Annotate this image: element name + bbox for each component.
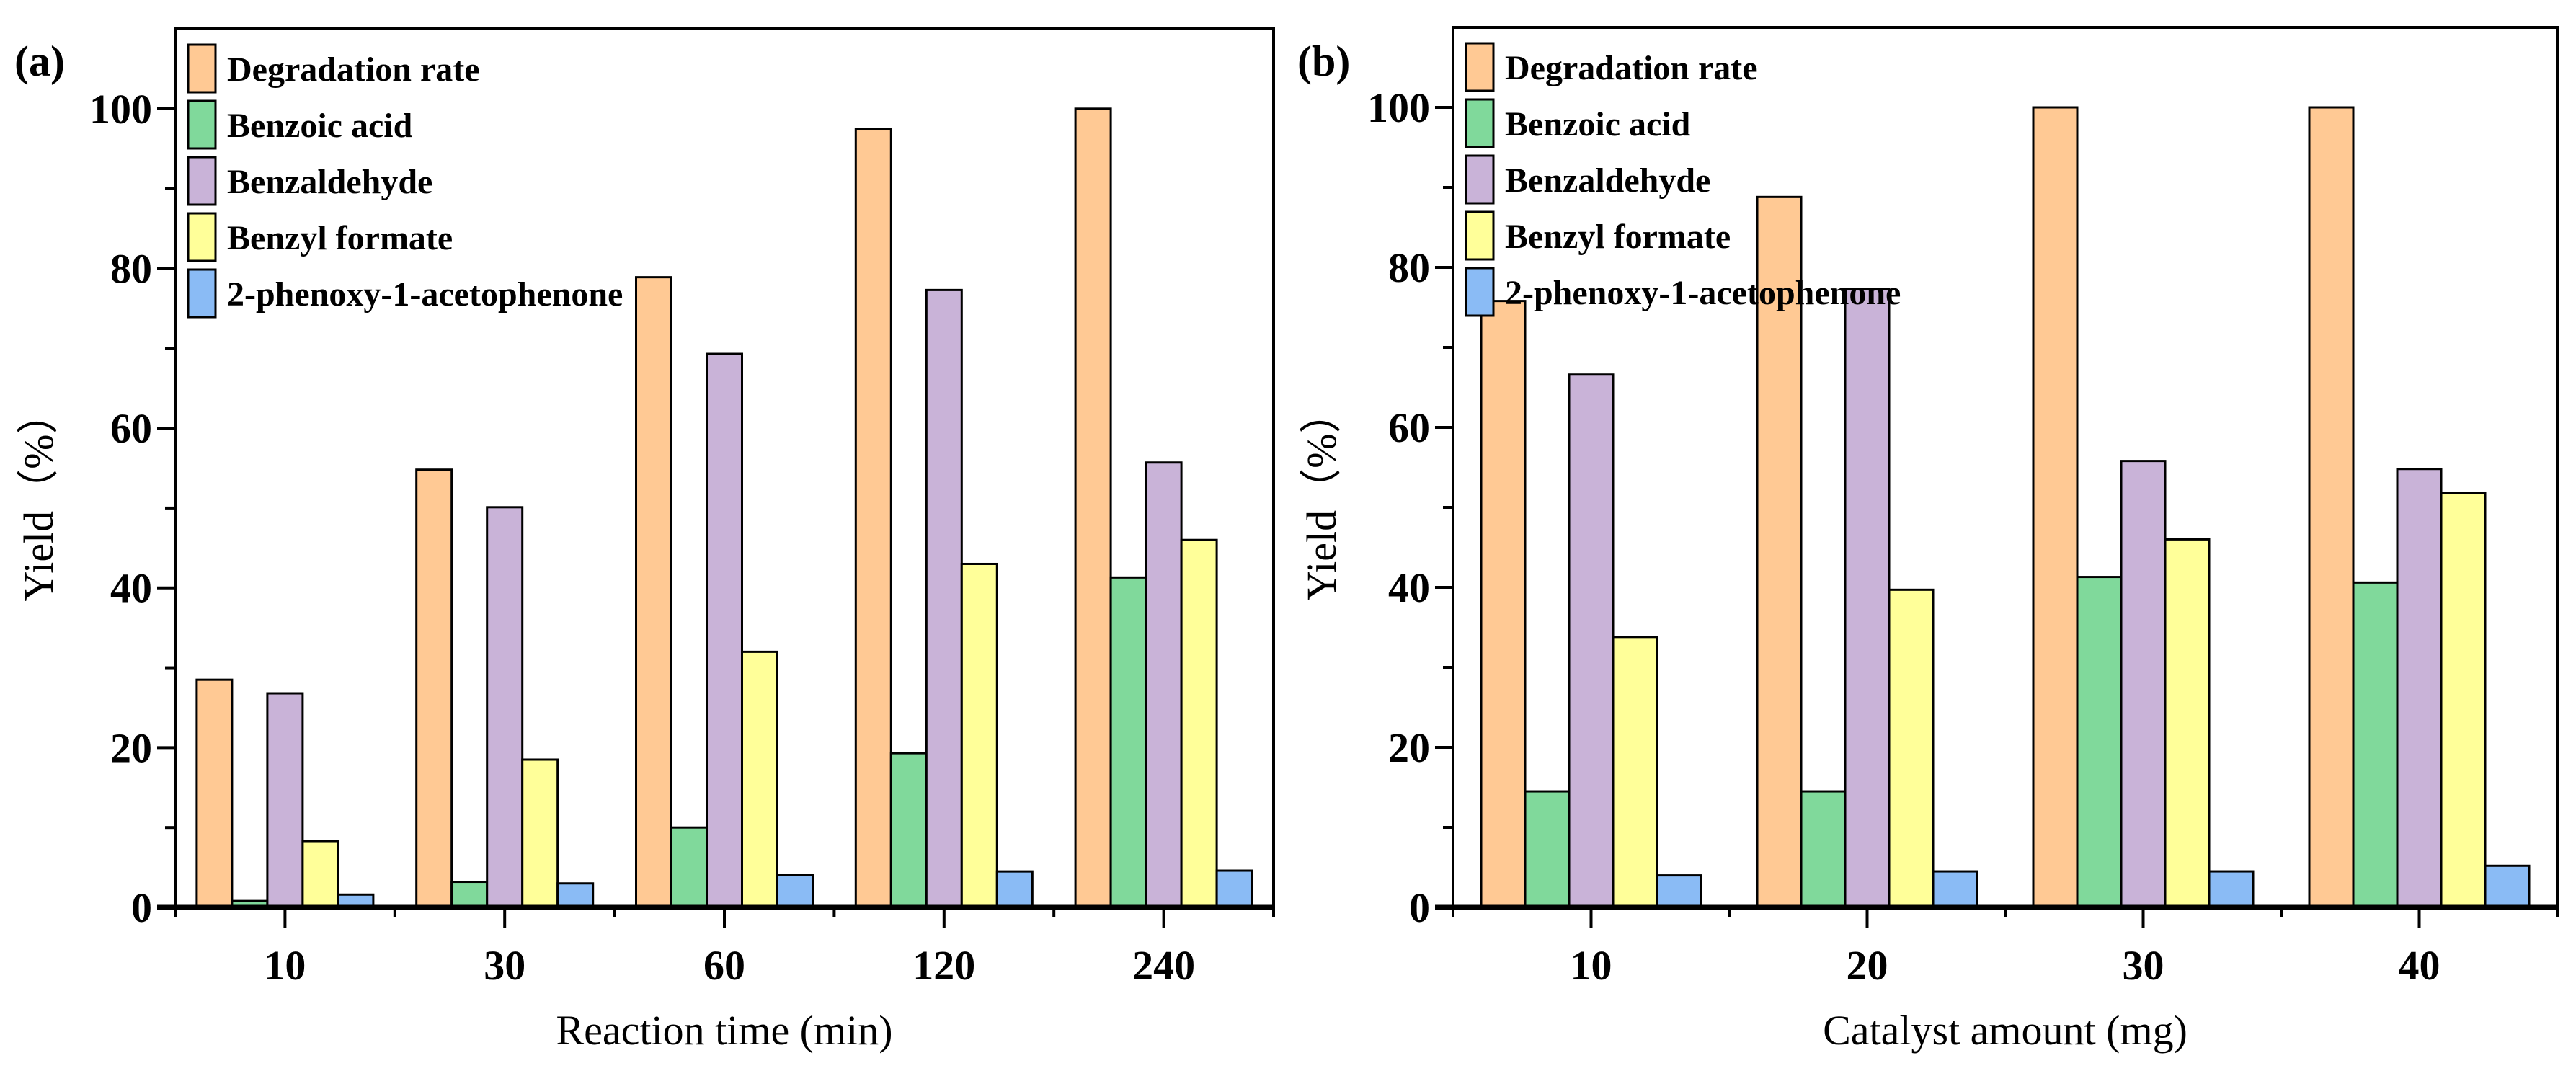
legend-swatch [187,268,217,319]
legend-swatch [187,156,217,206]
bar-benzyl-formate-30 [521,758,559,909]
bar-degradation-rate-40 [2308,106,2355,909]
y-tick-label: 20 [1388,724,1430,771]
chart-panel-a: 0 20 40 60 80 100 10 30 60 120 240 Reaction time (m… [14,27,1275,1054]
bar-benzaldehyde-10 [1568,373,1615,909]
bar-benzyl-formate-60 [741,650,778,909]
bar-benzaldehyde-20 [1844,288,1891,909]
x-tick-label: 30 [484,942,525,989]
legend-label: Benzyl formate [227,219,453,257]
bar-2-phenoxy-1-acetophenone-30 [2208,870,2255,909]
bar-benzaldehyde-120 [925,288,963,909]
x-tick-label: 10 [1571,942,1612,989]
bar-2-phenoxy-1-acetophenone-40 [2484,864,2531,909]
legend-label: Degradation rate [1505,49,1758,87]
bar-2-phenoxy-1-acetophenone-30 [556,882,595,909]
legend-label: 2-phenoxy-1-acetophenone [1505,274,1901,312]
legend-label: 2-phenoxy-1-acetophenone [227,275,623,314]
bar-benzyl-formate-10 [301,840,339,909]
legend: Degradation rate Benzoic acid Benzaldehyde… [1465,42,1901,317]
x-tick-label: 120 [912,942,975,989]
y-axis-label: Yield（%） [1298,392,1345,601]
bar-2-phenoxy-1-acetophenone-240 [1215,869,1253,909]
bar-degradation-rate-240 [1074,107,1112,909]
bar-degradation-rate-30 [415,468,453,909]
legend-swatch [1465,210,1495,261]
bar-2-phenoxy-1-acetophenone-20 [1932,870,1978,909]
panel-label: (a) [14,37,65,85]
y-tick-label: 60 [1388,404,1430,451]
legend-label: Benzyl formate [1505,218,1731,256]
y-tick-label: 0 [131,884,152,931]
bar-benzaldehyde-240 [1145,461,1183,909]
x-tick-label: 30 [2123,942,2164,989]
legend-swatch [187,43,217,94]
bar-degradation-rate-20 [1756,195,1803,909]
bar-benzaldehyde-40 [2396,468,2443,909]
y-tick-label: 40 [1388,564,1430,611]
bar-benzyl-formate-10 [1612,636,1658,909]
x-tick-label: 60 [703,942,745,989]
bar-degradation-rate-10 [1480,300,1527,909]
bar-degradation-rate-120 [854,128,892,909]
bar-benzaldehyde-10 [266,692,304,909]
bar-benzaldehyde-30 [486,506,524,909]
legend-swatch [187,99,217,150]
legend-label: Degradation rate [227,50,480,89]
legend-label: Benzaldehyde [1505,161,1710,200]
bar-benzyl-formate-240 [1180,538,1218,909]
chart-panel-b: 0 20 40 60 80 100 10 20 30 40 Catalyst amount (mg)… [1297,26,2559,1054]
panel-label: (b) [1297,37,1350,85]
bar-2-phenoxy-1-acetophenone-60 [776,874,814,909]
bar-benzyl-formate-40 [2440,492,2487,909]
y-tick-label: 40 [110,565,152,612]
y-tick-label: 100 [89,86,152,133]
bar-degradation-rate-30 [2032,106,2079,909]
bar-degradation-rate-60 [635,276,672,909]
legend-swatch [1465,154,1495,205]
bar-benzyl-formate-30 [2164,538,2211,909]
bar-benzoic-acid-30 [450,881,489,909]
bar-benzoic-acid-40 [2352,581,2399,909]
y-tick-label: 80 [1388,244,1430,291]
legend: Degradation rate Benzoic acid Benzaldehyde… [187,43,623,319]
legend-swatch [1465,42,1495,92]
bar-benzoic-acid-10 [1524,790,1571,909]
legend-label: Benzoic acid [227,107,413,145]
y-tick-label: 80 [110,245,152,292]
bar-benzyl-formate-120 [960,562,998,909]
y-tick-label: 20 [110,724,152,771]
y-tick-label: 100 [1367,84,1430,131]
bar-benzyl-formate-20 [1888,588,1935,909]
bar-benzaldehyde-30 [2120,460,2167,909]
bar-2-phenoxy-1-acetophenone-10 [1656,874,1702,909]
bar-benzoic-acid-20 [1800,790,1847,909]
legend-label: Benzaldehyde [227,163,432,201]
bar-2-phenoxy-1-acetophenone-120 [995,870,1034,909]
bar-degradation-rate-10 [195,678,234,909]
x-tick-label: 240 [1132,942,1195,989]
legend-swatch [1465,267,1495,317]
legend-swatch [1465,98,1495,148]
y-axis-label: Yield（%） [15,393,62,602]
x-axis-label: Reaction time (min) [556,1007,892,1054]
y-tick-label: 60 [110,405,152,452]
y-tick-label: 0 [1409,884,1430,931]
bar-benzoic-acid-60 [670,826,708,909]
bar-benzaldehyde-60 [706,352,743,909]
bar-benzoic-acid-30 [2076,576,2123,909]
legend-label: Benzoic acid [1505,105,1691,143]
bar-benzoic-acid-120 [889,752,928,909]
x-tick-label: 10 [264,942,306,989]
bar-benzoic-acid-240 [1109,576,1147,909]
x-tick-label: 20 [1847,942,1888,989]
legend-swatch [187,212,217,262]
x-tick-label: 40 [2399,942,2440,989]
x-axis-label: Catalyst amount (mg) [1823,1007,2188,1054]
